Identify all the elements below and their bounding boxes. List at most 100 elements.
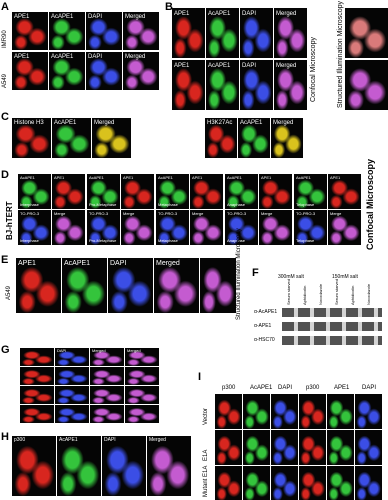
label: APE1: [192, 175, 203, 180]
micrograph: [125, 386, 159, 404]
micrograph: [18, 210, 51, 245]
sim-image: [345, 8, 388, 58]
micrograph: [55, 367, 89, 385]
label: H3K27Ac: [207, 120, 233, 126]
micrograph: [328, 174, 361, 209]
micrograph: [52, 118, 91, 158]
label: TO-PRO-3: [20, 211, 40, 216]
micrograph: [87, 210, 120, 245]
lane-label: Aphidicolin: [302, 285, 307, 305]
blot: [282, 308, 382, 317]
label: AcAPE1: [208, 63, 231, 69]
label: Merged: [149, 437, 166, 443]
label: AcAPE1: [89, 175, 104, 180]
label: Merge: [192, 211, 204, 216]
micrograph: [327, 394, 354, 429]
micrograph: [259, 210, 292, 245]
label: AcAPE1: [158, 175, 173, 180]
panel-letter: B: [165, 1, 173, 13]
micrograph: [20, 386, 54, 404]
label: AcAPE1: [59, 437, 78, 443]
label: Merged: [273, 120, 294, 126]
column-label: DAPI: [362, 385, 377, 391]
phase-label: Telophase: [296, 238, 315, 243]
label: AcAPE1: [51, 14, 74, 20]
label: APE1: [330, 175, 341, 180]
label: Histone H3: [14, 120, 44, 126]
phase-label: Interphase: [20, 202, 39, 207]
label: AcAPE1: [240, 120, 263, 126]
micrograph: [125, 348, 159, 366]
row-label: E1A: [203, 449, 209, 461]
column-label: APE1: [334, 385, 350, 391]
phase-label: Metaphase: [158, 238, 178, 243]
micrograph: [87, 174, 120, 209]
micrograph: [18, 174, 51, 209]
column-label: p300: [222, 385, 236, 391]
label: DAPI: [104, 437, 116, 443]
micrograph: [271, 430, 298, 465]
label: p300: [14, 437, 26, 443]
blot-label: α-APE1: [254, 323, 272, 329]
micrograph: [299, 466, 326, 500]
micrograph: [190, 174, 223, 209]
label: 300mM salt: [278, 274, 304, 280]
micrograph: [243, 394, 270, 429]
micrograph: [147, 436, 191, 496]
micrograph: [215, 466, 242, 500]
cell-line: A549: [6, 285, 12, 300]
micrograph: [299, 430, 326, 465]
micrograph: [108, 258, 153, 313]
label: TO-PRO-3: [227, 211, 247, 216]
label: AcAPE1: [296, 175, 311, 180]
side-label: Structured Illumination Microscopy: [236, 228, 242, 320]
panel-letter: A: [1, 1, 9, 13]
label: Merge: [123, 211, 135, 216]
panel-letter: F: [252, 267, 259, 279]
label: APE1: [123, 175, 134, 180]
micrograph: [123, 12, 159, 50]
side-label: Confocal Microscopy: [310, 37, 317, 102]
label: TO-PRO-3: [296, 211, 316, 216]
lane-label: Nocodazole: [366, 283, 371, 305]
lane-label: Nocodazole: [318, 283, 323, 305]
micrograph: [274, 60, 307, 110]
micrograph: [215, 394, 242, 429]
micrograph: [299, 394, 326, 429]
micrograph: [238, 118, 270, 158]
micrograph: [52, 174, 85, 209]
column-label: DAPI: [278, 385, 293, 391]
micrograph: [86, 12, 122, 50]
lane-label: Serum starved: [334, 278, 339, 305]
cell-line: BJ-hTERT: [5, 201, 14, 240]
micrograph: [172, 60, 205, 110]
micrograph: [271, 466, 298, 500]
micrograph: [90, 405, 124, 423]
lane-label: Serum starved: [286, 278, 291, 305]
row-label: IMR90: [2, 30, 8, 48]
label: Merged: [127, 348, 141, 353]
phase-label: Anaphase: [227, 202, 246, 207]
micrograph: [52, 210, 85, 245]
row-label: Mutant E1A: [203, 465, 209, 497]
phase-label: Pro-Metaphase: [89, 202, 117, 207]
label: TO-PRO-3: [158, 211, 178, 216]
label: Merge: [261, 211, 273, 216]
micrograph: [12, 52, 48, 90]
micrograph: [20, 348, 54, 366]
blot: [282, 336, 382, 345]
micrograph: [327, 430, 354, 465]
label: AcAPE1: [20, 175, 35, 180]
label: DAPI: [242, 63, 257, 69]
label: 150mM salt: [332, 274, 358, 280]
label: APE1: [14, 14, 30, 20]
micrograph: [205, 118, 237, 158]
phase-label: Interphase: [20, 238, 39, 243]
row-label: Vector: [203, 407, 209, 425]
micrograph: [271, 394, 298, 429]
phase-label: Pro-Metaphase: [89, 238, 117, 243]
label: AcAPE1: [64, 260, 91, 267]
phase-label: Metaphase: [158, 202, 178, 207]
label: Merged: [92, 348, 106, 353]
